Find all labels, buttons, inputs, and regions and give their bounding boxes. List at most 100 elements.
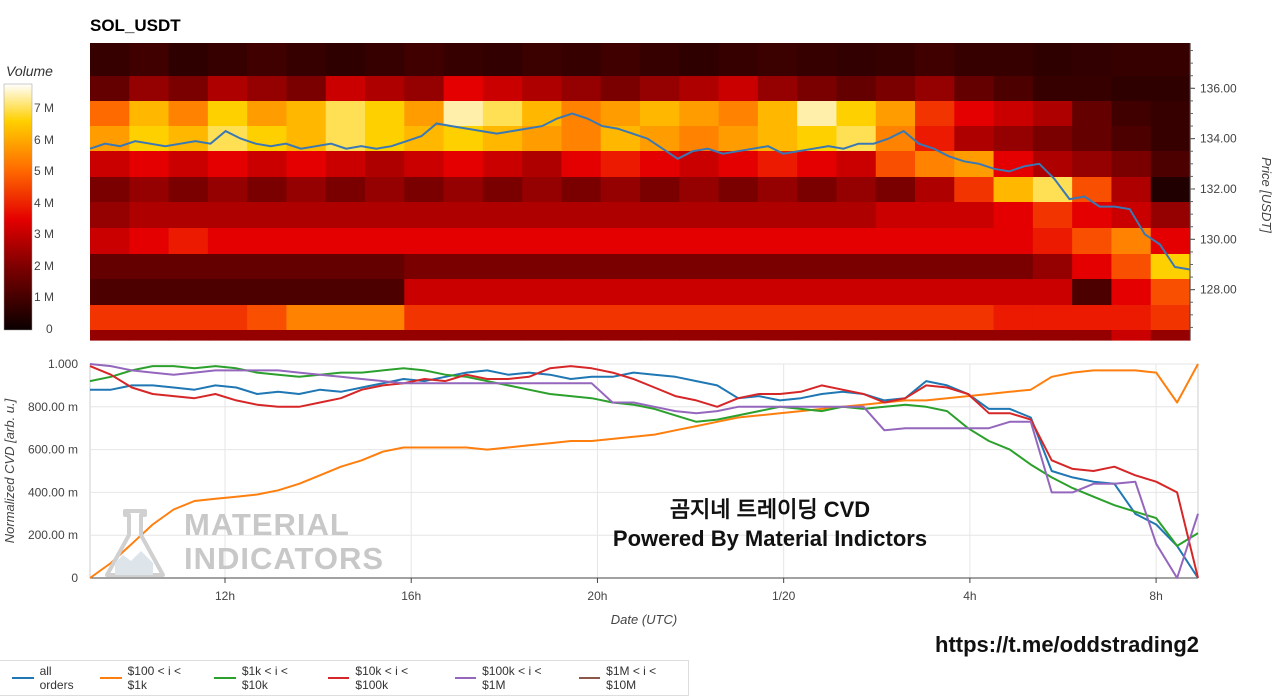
heat-cell [1111, 151, 1152, 178]
colorbar-gradient [3, 83, 33, 331]
heat-cell [993, 279, 1034, 306]
cvd-line-all-orders [90, 369, 1199, 579]
heat-cell [325, 177, 366, 203]
legend-item[interactable]: $100 < i < $1k [100, 664, 202, 692]
heat-cell [1150, 177, 1191, 203]
heat-cell [600, 330, 641, 341]
heat-cell [1032, 101, 1073, 127]
heat-cell [207, 101, 248, 127]
heat-cell [993, 254, 1034, 280]
heat-cell [561, 228, 602, 255]
cvd-chart: 1.000 800.00 m 600.00 m 400.00 m 200.00 m 0 12… [2, 357, 1199, 627]
heat-cell [247, 228, 288, 255]
heat-cell [1072, 330, 1113, 341]
heat-cell [1111, 101, 1152, 127]
heat-cell [600, 43, 641, 77]
heat-cell [718, 151, 759, 178]
colorbar-tick: 6 M [34, 132, 55, 147]
heat-cell [954, 151, 995, 178]
heat-cell [1111, 279, 1152, 306]
heat-cell [797, 177, 838, 203]
legend-item[interactable]: $100k < i < $1M [454, 664, 567, 692]
heat-cell [522, 151, 563, 178]
heat-cell [404, 151, 445, 178]
legend-item[interactable]: $1M < i < $10M [578, 664, 688, 692]
heat-cell [797, 330, 838, 341]
heat-cell [129, 202, 170, 229]
heat-cell [482, 151, 523, 178]
heat-cell [247, 76, 288, 102]
heat-cell [286, 151, 327, 178]
heat-cell [993, 76, 1034, 102]
colorbar-tick: 3 M [34, 227, 55, 241]
heat-cell [836, 177, 877, 203]
cvd-y-tick-label: 400.00 m [28, 485, 78, 499]
heatmap-chart: 136.00 134.00 132.00 130.00 128.00 Price [USD… [89, 43, 1274, 341]
heat-cell [1032, 279, 1073, 306]
heat-cell [757, 228, 798, 255]
heat-cell [836, 254, 877, 280]
legend-item[interactable]: $10k < i < $100k [327, 664, 443, 692]
heat-cell [836, 305, 877, 331]
heat-cell [325, 43, 366, 77]
heat-cell [1111, 76, 1152, 102]
legend-item[interactable]: all orders [12, 664, 88, 692]
heat-cell [1150, 254, 1191, 280]
heat-cell [1111, 305, 1152, 331]
heat-cell [404, 202, 445, 229]
heat-cell [757, 43, 798, 77]
heat-cell [522, 330, 563, 341]
heat-cell [325, 151, 366, 178]
heat-cell [286, 330, 327, 341]
heat-cell [600, 177, 641, 203]
heat-cell [915, 202, 955, 229]
heat-cell [365, 330, 405, 341]
heat-cell [1072, 254, 1113, 280]
heat-cell [1032, 126, 1073, 152]
heat-cell [247, 101, 288, 127]
heat-cell [168, 305, 209, 331]
heat-cell [522, 228, 563, 255]
heat-cell [1072, 279, 1113, 306]
heat-cell [875, 254, 916, 280]
heat-cell [404, 126, 445, 152]
heat-cell [797, 101, 838, 127]
heat-cell [90, 330, 130, 341]
heat-cell [679, 228, 720, 255]
heat-cell [247, 126, 288, 152]
heat-cell [522, 177, 563, 203]
heat-cell [1032, 177, 1073, 203]
heat-cell [1150, 151, 1191, 178]
legend-item[interactable]: $1k < i < $10k [214, 664, 316, 692]
heat-cell [954, 76, 995, 102]
heat-cell [679, 254, 720, 280]
heat-cell [168, 43, 209, 77]
heat-cell [797, 43, 838, 77]
telegram-link[interactable]: https://t.me/oddstrading2 [935, 632, 1199, 657]
heat-cell [875, 43, 916, 77]
heat-cell [443, 76, 484, 102]
heat-cell [443, 43, 484, 77]
price-tick-label: 132.00 [1200, 182, 1237, 196]
heat-cell [365, 305, 405, 331]
heat-cell [561, 279, 602, 306]
heat-cell [1072, 177, 1113, 203]
heat-cell [600, 305, 641, 331]
heat-cell [718, 43, 759, 77]
heat-cell [561, 254, 602, 280]
heat-cell [168, 126, 209, 152]
heat-cell [365, 43, 405, 77]
heat-cell [757, 177, 798, 203]
legend-swatch [12, 677, 34, 679]
heat-cell [797, 279, 838, 306]
heat-cell [915, 177, 955, 203]
heat-cell [129, 254, 170, 280]
heat-cell [600, 101, 641, 127]
heat-cell [247, 305, 288, 331]
heat-cell [1032, 330, 1073, 341]
heat-cell [1111, 43, 1152, 77]
heat-cell [561, 202, 602, 229]
heat-cell [168, 151, 209, 178]
logo-line-1: MATERIAL [184, 507, 350, 542]
heat-cell [875, 202, 916, 229]
